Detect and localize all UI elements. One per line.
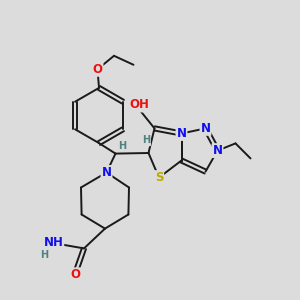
Text: N: N (200, 122, 211, 135)
Text: N: N (212, 144, 223, 157)
Text: OH: OH (130, 98, 149, 112)
Text: H: H (142, 135, 150, 146)
Text: O: O (92, 63, 103, 76)
Text: N: N (176, 127, 187, 140)
Text: O: O (70, 268, 81, 281)
Text: N: N (101, 166, 112, 179)
Text: H: H (118, 141, 126, 151)
Text: S: S (155, 171, 163, 184)
Text: NH: NH (44, 236, 63, 249)
Text: H: H (40, 250, 48, 260)
